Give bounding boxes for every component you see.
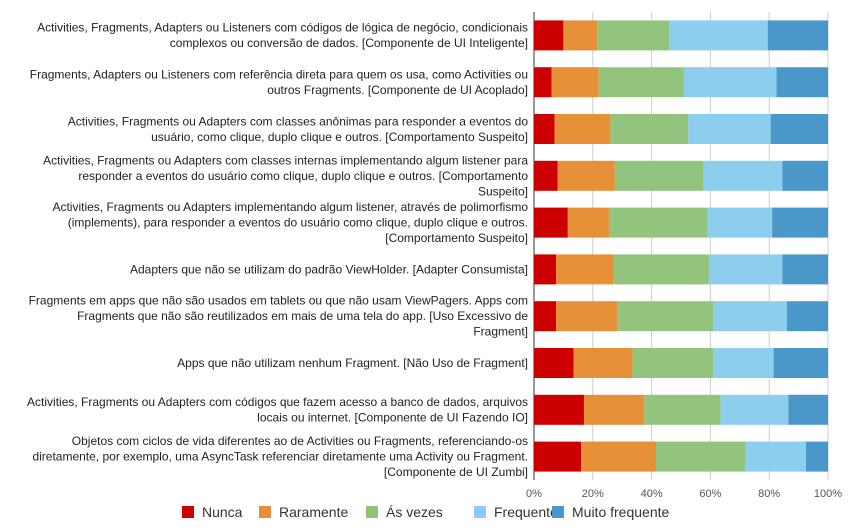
bar-segment (534, 348, 574, 378)
bar-segment (557, 160, 615, 191)
category-label: Activities, Fragments ou Adapters com có… (27, 395, 528, 425)
bar-segment (683, 67, 777, 98)
bar-segment (573, 348, 633, 378)
legend-item[interactable]: Muito frequente (552, 504, 669, 520)
bar-segment (745, 441, 806, 472)
bar-segment (563, 20, 598, 51)
bar-segment (567, 207, 609, 238)
legend-item[interactable]: Frequente (474, 504, 558, 520)
bar-segment (656, 441, 746, 472)
bar-segment (713, 301, 787, 332)
bar-segment (703, 160, 783, 191)
bar-segment (713, 348, 774, 378)
bar-segment (534, 160, 558, 191)
bar-segment (788, 394, 828, 425)
x-tick-label: 80% (758, 488, 780, 500)
bar-segment (613, 254, 709, 285)
category-label: Fragments em apps que não são usados em … (29, 294, 529, 339)
legend-item[interactable]: Raramente (259, 504, 348, 520)
bar-segment (534, 394, 584, 425)
legend-label: Frequente (494, 504, 558, 520)
bar-segment (597, 20, 670, 51)
legend-label: Ás vezes (386, 504, 443, 520)
legend-swatch (552, 506, 564, 518)
bar-segment (786, 301, 828, 332)
x-tick-label: 20% (582, 488, 604, 500)
bar-segment (707, 207, 773, 238)
legend-label: Muito frequente (572, 504, 669, 520)
bar-segment (556, 254, 614, 285)
bar-segment (782, 160, 828, 191)
bar-segment (708, 254, 783, 285)
x-tick-label: 0% (526, 488, 542, 500)
bar-segment (534, 67, 552, 98)
bar-segment (688, 114, 771, 144)
x-tick-label: 40% (641, 488, 663, 500)
bar-segment (773, 348, 828, 378)
bar-segment (782, 254, 828, 285)
bar-segment (669, 20, 768, 51)
bar-segment (556, 301, 618, 332)
bar-segment (551, 67, 599, 98)
bar-segment (598, 67, 684, 98)
category-label: Apps que não utilizam nenhum Fragment. [… (177, 356, 528, 370)
bar-segment (534, 114, 555, 144)
legend-swatch (366, 506, 378, 518)
legend[interactable]: Nunca Raramente Ás vezes Frequente Muito fre… (182, 504, 669, 520)
legend-label: Raramente (279, 504, 348, 520)
legend-swatch (182, 506, 194, 518)
category-label: Activities, Fragments, Adapters ou Liste… (37, 21, 528, 51)
bar-segment (767, 20, 828, 51)
bars (534, 20, 828, 472)
legend-item[interactable]: Nunca (182, 504, 243, 520)
x-axis-tick-labels: 0% 20% 40% 60% 80% 100% (526, 488, 842, 500)
bar-segment (617, 301, 714, 332)
category-label: Activities, Fragments ou Adapters com cl… (43, 153, 528, 198)
bar-segment (534, 301, 557, 332)
legend-swatch (474, 506, 486, 518)
legend-swatch (259, 506, 271, 518)
category-label: Fragments, Adapters ou Listeners com ref… (30, 67, 528, 97)
bar-segment (614, 160, 704, 191)
x-tick-label: 60% (699, 488, 721, 500)
category-label: Activities, Fragments ou Adapters implem… (52, 200, 528, 245)
bar-segment (720, 394, 789, 425)
category-labels: Activities, Fragments, Adapters ou Liste… (27, 21, 528, 479)
bar-segment (583, 394, 645, 425)
bar-segment (534, 441, 582, 472)
bar-segment (776, 67, 828, 98)
bar-segment (770, 114, 828, 144)
category-label: Activities, Fragments ou Adapters com cl… (68, 114, 529, 144)
bar-segment (805, 441, 828, 472)
legend-item[interactable]: Ás vezes (366, 504, 443, 520)
bar-segment (534, 207, 568, 238)
bar-segment (534, 20, 564, 51)
category-label: Adapters que não se utilizam do padrão V… (130, 262, 528, 276)
bar-segment (772, 207, 828, 238)
bar-segment (608, 207, 708, 238)
bar-segment (610, 114, 689, 144)
category-label: Objetos com ciclos de vida diferentes ao… (32, 434, 528, 479)
x-tick-label: 100% (814, 488, 842, 500)
legend-label: Nunca (202, 504, 243, 520)
bar-segment (554, 114, 611, 144)
bar-segment (534, 254, 557, 285)
bar-segment (632, 348, 714, 378)
bar-segment (581, 441, 657, 472)
bar-segment (644, 394, 721, 425)
